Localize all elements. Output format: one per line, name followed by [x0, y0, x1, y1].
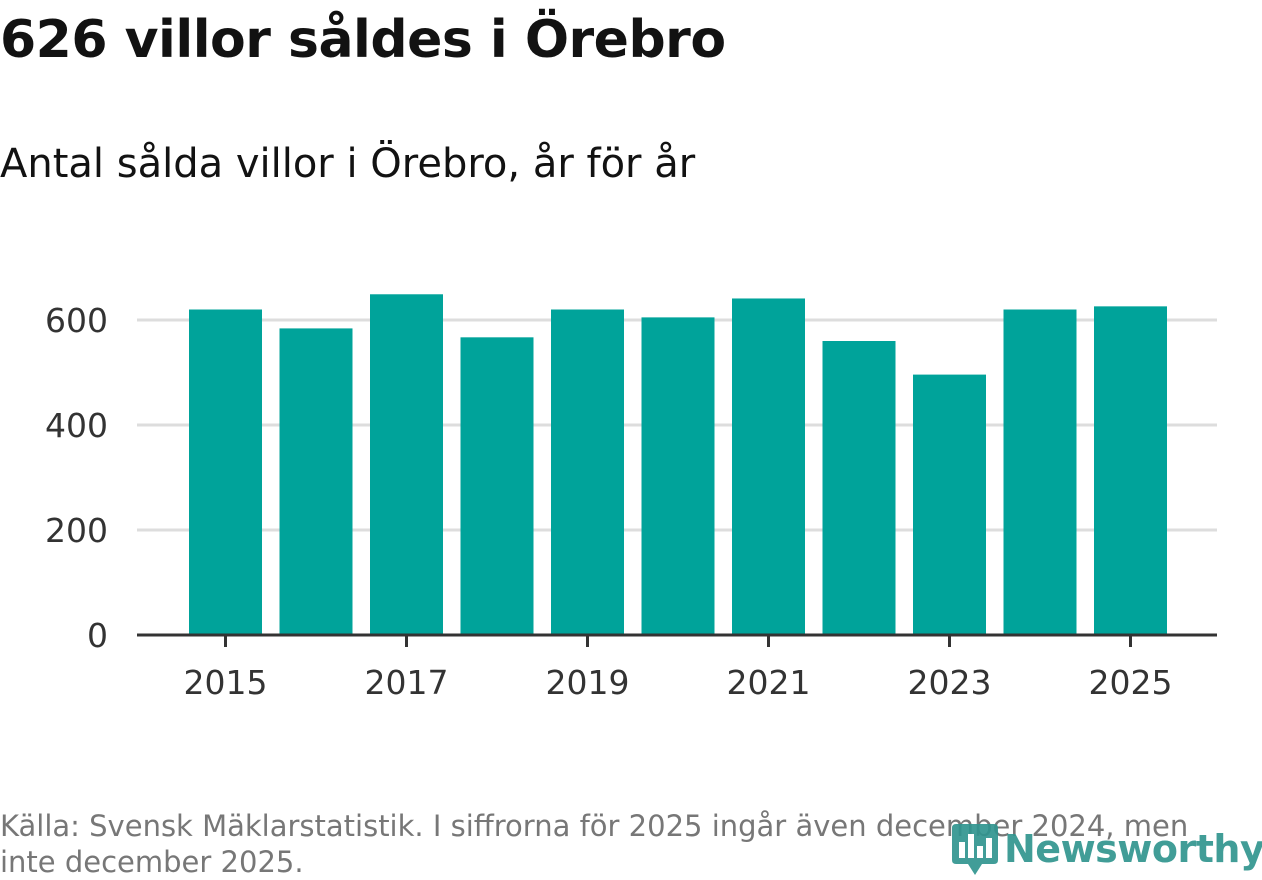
y-tick-label: 200 [45, 511, 108, 550]
bar-2025 [1094, 306, 1167, 635]
x-tick-label: 2023 [908, 663, 992, 702]
bar-2020 [641, 317, 715, 635]
x-axis-labels: 2015 2017 2019 2021 2023 2025 [184, 663, 1173, 702]
newsworthy-logo: Newsworthy [950, 820, 1262, 878]
y-tick-label: 400 [45, 406, 108, 445]
bar-2018 [460, 337, 534, 635]
bar-2021 [732, 298, 805, 635]
bar-2015 [189, 309, 262, 635]
bar-chart-location-icon [952, 824, 998, 875]
bar-2017 [370, 294, 443, 635]
bar-2016 [279, 328, 353, 635]
bar-2019 [551, 309, 624, 635]
bar-2024 [1003, 309, 1077, 635]
x-tick-label: 2021 [727, 663, 811, 702]
chart-title: 626 villor såldes i Örebro [0, 10, 726, 70]
bar-2023 [913, 374, 986, 635]
x-tick-label: 2017 [365, 663, 449, 702]
x-tick-label: 2019 [546, 663, 630, 702]
logo-text: Newsworthy [1004, 827, 1262, 871]
y-tick-label: 600 [45, 301, 108, 340]
y-axis-labels: 0 200 400 600 [45, 301, 108, 655]
x-tick-label: 2025 [1089, 663, 1173, 702]
bars [189, 294, 1167, 635]
x-axis [137, 633, 1217, 647]
chart-subtitle: Antal sålda villor i Örebro, år för år [0, 141, 696, 187]
y-tick-label: 0 [87, 616, 108, 655]
x-tick-label: 2015 [184, 663, 268, 702]
bar-2022 [822, 341, 896, 635]
